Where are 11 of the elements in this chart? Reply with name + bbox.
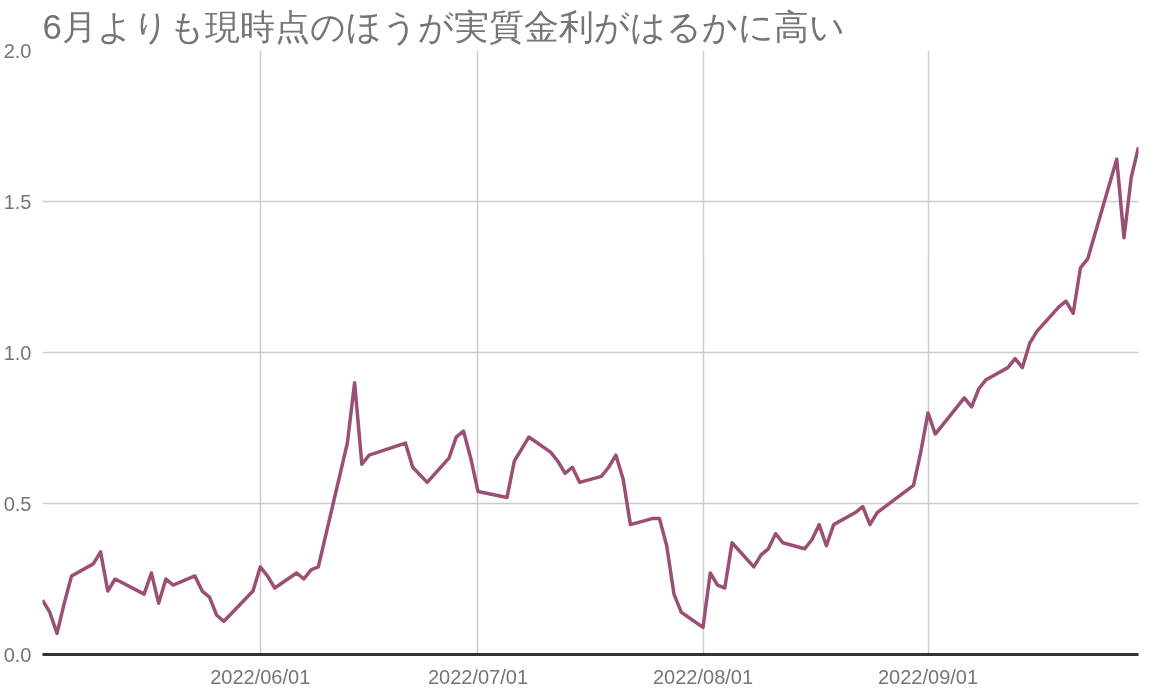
y-tick-label: 1.0 [3, 341, 32, 364]
x-tick-label: 2022/06/01 [210, 665, 311, 688]
line-series [42, 145, 1139, 636]
x-tick-label: 2022/07/01 [427, 665, 529, 688]
chart-title: 6月よりも現時点のほうが実質金利がはるかに高い [42, 7, 845, 46]
x-tick-label: 2022/08/01 [652, 665, 754, 688]
y-tick-label: 1.5 [3, 190, 32, 213]
y-tick-label: 0.0 [3, 643, 32, 666]
y-tick-label: 2.0 [3, 39, 32, 62]
y-tick-label: 0.5 [3, 492, 32, 515]
x-tick-label: 2022/09/01 [877, 665, 979, 688]
